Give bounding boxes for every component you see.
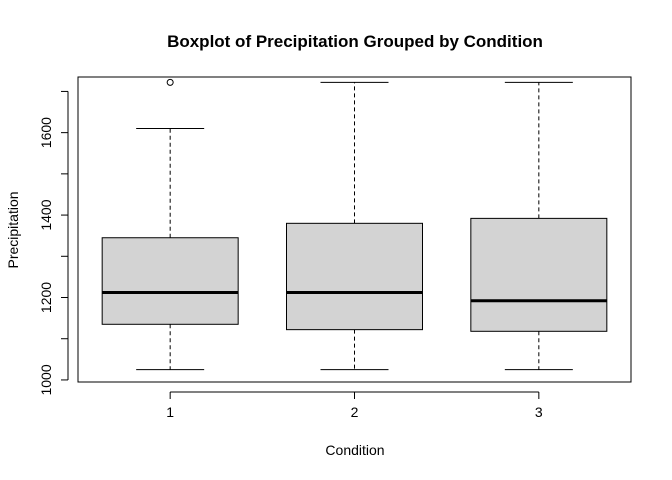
y-axis-title: Precipitation [5, 191, 21, 268]
x-tick-label-2: 2 [351, 404, 359, 420]
y-tick-label-1400: 1400 [38, 199, 54, 230]
x-axis: 1 2 3 [166, 391, 543, 420]
y-tick-label-1200: 1200 [38, 282, 54, 313]
box-rect [286, 222, 423, 331]
chart-title: Boxplot of Precipitation Grouped by Cond… [167, 32, 543, 51]
x-axis-title: Condition [325, 442, 384, 458]
box-group-1 [101, 78, 239, 371]
y-tick-label-1000: 1000 [38, 364, 54, 395]
x-tick-label-3: 3 [535, 404, 543, 420]
y-axis: 1000 1200 1400 1600 [38, 90, 69, 396]
outlier-point [166, 78, 174, 86]
box-rect [101, 237, 239, 325]
y-tick-label-1600: 1600 [38, 117, 54, 148]
plot-frame [77, 76, 632, 383]
boxes [101, 78, 608, 371]
x-tick-label-1: 1 [166, 404, 174, 420]
box-group-3 [470, 81, 608, 371]
box-group-2 [286, 81, 423, 371]
box-rect [470, 217, 608, 332]
